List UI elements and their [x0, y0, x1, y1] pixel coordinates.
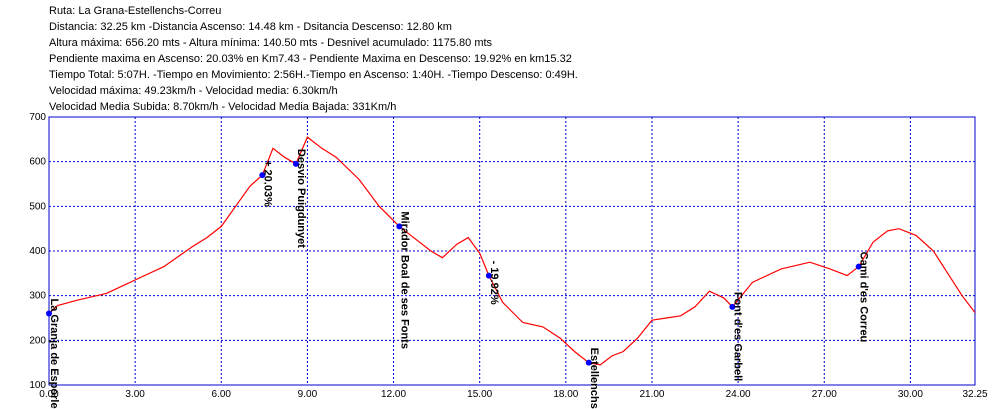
waypoint-label: Estellenchs	[588, 348, 600, 409]
waypoint-label: + 20.03%	[261, 160, 273, 207]
y-tick-label: 600	[29, 157, 46, 168]
x-tick-label: 21.00	[639, 389, 664, 400]
waypoint-marker	[729, 303, 736, 310]
waypoint-label: Mirador Boal de ses Fonts	[398, 211, 410, 349]
x-tick-label: 12.00	[381, 389, 406, 400]
speed-info: Velocidad máxima: 49.23km/h - Velocidad …	[49, 85, 338, 97]
x-tick-label: 9.00	[298, 389, 318, 400]
waypoint-marker	[46, 310, 52, 317]
y-tick-label: 400	[29, 246, 46, 257]
plot-frame	[48, 116, 976, 386]
waypoint-marker	[259, 172, 266, 179]
waypoint-label: Font d'es Garbell	[731, 292, 743, 381]
waypoint-marker	[396, 223, 403, 230]
x-tick-label: 6.00	[212, 389, 232, 400]
distance-info: Distancia: 32.25 km -Distancia Ascenso: …	[49, 21, 452, 33]
waypoint-marker	[485, 272, 492, 279]
waypoint-marker	[585, 359, 592, 366]
y-tick-label: 300	[29, 291, 46, 302]
y-tick-label: 700	[29, 112, 46, 123]
x-tick-label: 30.00	[898, 389, 923, 400]
y-tick-label: 500	[29, 201, 46, 212]
y-tick-label: 200	[29, 335, 46, 346]
waypoint-marker	[292, 160, 299, 167]
slope-info: Pendiente maxima en Ascenso: 20.03% en K…	[49, 53, 572, 65]
elevation-series-line	[48, 136, 976, 366]
waypoint-label: - 19.92%	[488, 261, 500, 305]
waypoint-label: La Granja de Esporles	[48, 299, 60, 409]
avg-speed-info: Velocidad Media Subida: 8.70km/h - Veloc…	[49, 101, 397, 113]
altitude-info: Altura máxima: 656.20 mts - Altura mínim…	[49, 37, 493, 49]
x-tick-label: 15.00	[467, 389, 492, 400]
x-tick-label: 18.00	[553, 389, 578, 400]
time-info: Tiempo Total: 5:07H. -Tiempo en Movimien…	[49, 69, 578, 81]
waypoint-label: Desvio Puigdunyet	[295, 149, 307, 248]
waypoint-label: Cami d'es Correu	[858, 252, 870, 343]
waypoint-marker	[855, 263, 862, 270]
x-tick-label: 24.00	[726, 389, 751, 400]
x-tick-label: 0.00	[39, 389, 59, 400]
y-tick-label: 100	[29, 380, 46, 391]
route-summary: Ruta: La Grana-Estellenchs-Correu Distan…	[49, 3, 578, 115]
route-name: Ruta: La Grana-Estellenchs-Correu	[49, 5, 222, 17]
x-tick-label: 27.00	[812, 389, 837, 400]
x-tick-label: 32.25	[962, 389, 987, 400]
x-tick-label: 3.00	[125, 389, 145, 400]
